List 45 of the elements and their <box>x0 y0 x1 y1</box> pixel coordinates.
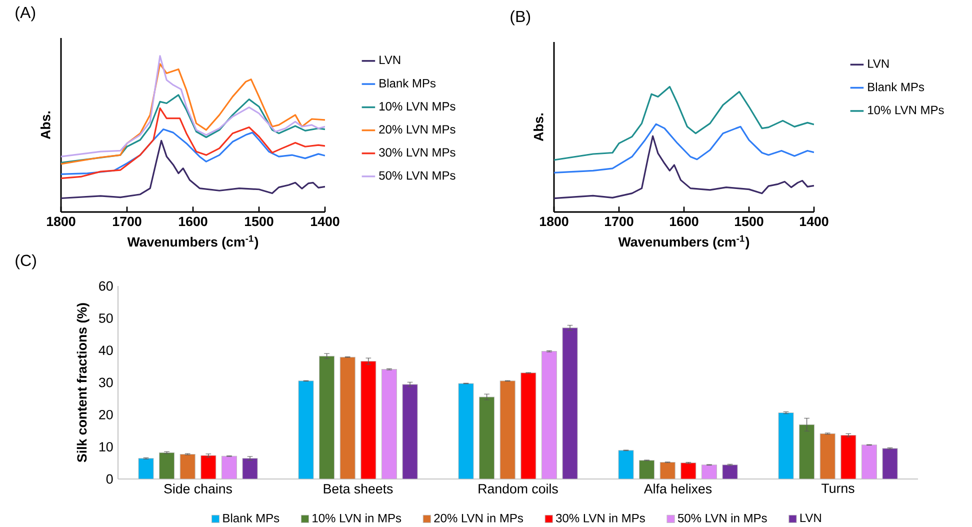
legend-label: Blank MPs <box>223 514 280 522</box>
legend-label: 30% LVN in MPs <box>556 514 645 522</box>
legend-label: LVN <box>380 56 400 64</box>
chart-title: (B) <box>510 10 530 26</box>
x-tick-label: Side chains <box>164 484 232 494</box>
x-axis-title: Wavenumbers (cm$^{-1}$) <box>618 235 750 250</box>
y-axis-title: Abs. <box>534 113 544 142</box>
x-tick-label: Beta sheets <box>324 484 393 494</box>
legend-label: 20% LVN MPs <box>379 125 456 134</box>
x-axis-title: Wavenumbers (cm$^{-1}$) <box>127 235 258 250</box>
x-tick-label: 1600 <box>179 216 208 226</box>
legend-label: 30% LVN MPs <box>379 148 456 157</box>
y-tick-label: 10 <box>99 442 113 452</box>
x-tick-label: Turns <box>821 484 854 493</box>
x-tick-label: 1800 <box>540 216 568 226</box>
x-tick-label: Random coils <box>478 484 558 494</box>
x-tick-label: 1700 <box>113 216 142 226</box>
x-tick-label: Alfa helixes <box>644 484 712 494</box>
legend-label: 10% LVN MPs <box>380 102 456 111</box>
y-tick-label: 0 <box>106 474 113 484</box>
y-tick-label: 60 <box>99 281 113 291</box>
legend-label: Blank MPs <box>380 78 436 88</box>
chart-title: (C) <box>16 254 36 270</box>
y-tick-label: 50 <box>99 313 113 323</box>
legend-label: LVN <box>800 514 821 522</box>
y-tick-label: 30 <box>98 378 113 388</box>
legend-label: 10% LVN MPs <box>868 106 944 114</box>
x-tick-label: 1500 <box>245 216 274 226</box>
legend-label: 50% LVN in MPs <box>678 514 767 522</box>
x-tick-label: 1400 <box>800 216 828 226</box>
x-tick-label: 1700 <box>605 216 634 226</box>
legend-label: 50% LVN MPs <box>379 171 456 180</box>
x-tick-label: 1600 <box>670 216 698 226</box>
legend-label: Blank MPs <box>868 82 924 92</box>
legend-label: LVN <box>868 59 889 68</box>
x-tick-label: 1800 <box>47 216 76 226</box>
y-axis-title: Silk content fractions (%) <box>76 303 90 462</box>
x-tick-label: 1500 <box>735 216 764 226</box>
y-axis-title: Abs. <box>40 111 50 140</box>
y-tick-label: 20 <box>99 410 113 420</box>
legend-label: 20% LVN in MPs <box>434 514 523 522</box>
x-tick-label: 1400 <box>311 216 340 226</box>
chart-title: (A) <box>16 6 36 22</box>
legend-label: 10% LVN in MPs <box>312 514 402 522</box>
y-tick-label: 40 <box>98 346 113 356</box>
